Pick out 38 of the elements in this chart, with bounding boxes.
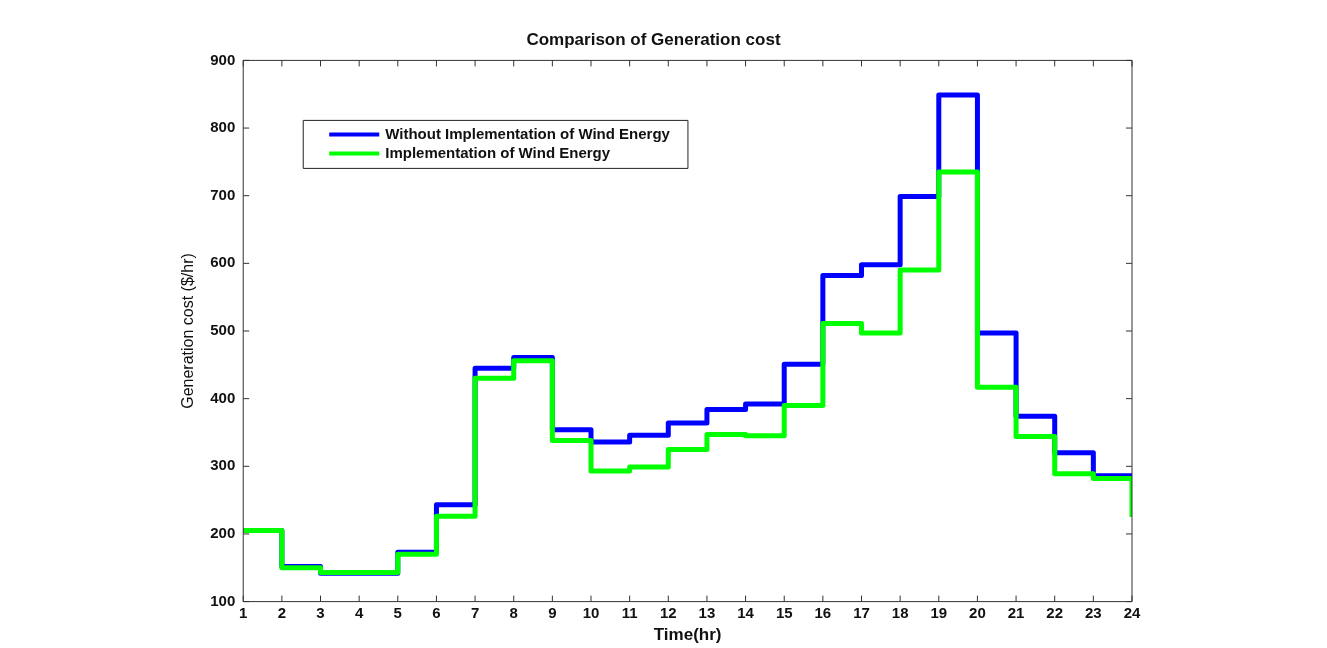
x-tick-label: 21 xyxy=(1007,603,1025,621)
x-tick-label: 7 xyxy=(470,603,480,621)
x-tick-label: 5 xyxy=(393,603,402,621)
x-tick-label: 9 xyxy=(548,603,557,621)
y-tick-label: 800 xyxy=(210,118,236,136)
y-axis-title: Generation cost ($/hr) xyxy=(179,253,197,409)
y-tick-label: 400 xyxy=(210,388,236,406)
y-tick-label: 600 xyxy=(210,253,236,271)
x-tick-label: 20 xyxy=(969,603,986,621)
x-tick-label: 24 xyxy=(1123,603,1141,621)
x-tick-label: 12 xyxy=(659,603,677,621)
x-tick-label: 10 xyxy=(582,603,600,621)
x-tick-label: 11 xyxy=(621,603,638,621)
legend-label: Without Implementation of Wind Energy xyxy=(385,124,671,142)
y-tick-label: 700 xyxy=(210,185,236,203)
x-tick-label: 3 xyxy=(316,603,325,621)
y-tick-label: 300 xyxy=(210,456,236,474)
x-tick-label: 16 xyxy=(814,603,832,621)
x-tick-label: 23 xyxy=(1085,603,1102,621)
x-tick-label: 15 xyxy=(775,603,793,621)
x-tick-label: 8 xyxy=(509,603,518,621)
x-tick-label: 4 xyxy=(354,603,364,621)
x-axis-title: Time(hr) xyxy=(653,625,722,645)
y-tick-label: 900 xyxy=(210,50,236,68)
y-tick-label: 500 xyxy=(210,321,236,339)
x-tick-label: 1 xyxy=(239,603,248,621)
x-tick-label: 14 xyxy=(737,603,755,621)
x-tick-label: 19 xyxy=(930,603,948,621)
legend-label: Implementation of Wind Energy xyxy=(385,143,611,161)
x-tick-label: 22 xyxy=(1046,603,1064,621)
x-tick-label: 17 xyxy=(853,603,870,621)
x-tick-label: 13 xyxy=(698,603,716,621)
x-tick-label: 2 xyxy=(277,603,287,621)
x-tick-label: 18 xyxy=(891,603,909,621)
y-tick-label: 100 xyxy=(210,591,236,609)
x-tick-label: 6 xyxy=(432,603,441,621)
chart-title: Comparison of Generation cost xyxy=(526,29,781,49)
y-tick-label: 200 xyxy=(210,524,236,542)
